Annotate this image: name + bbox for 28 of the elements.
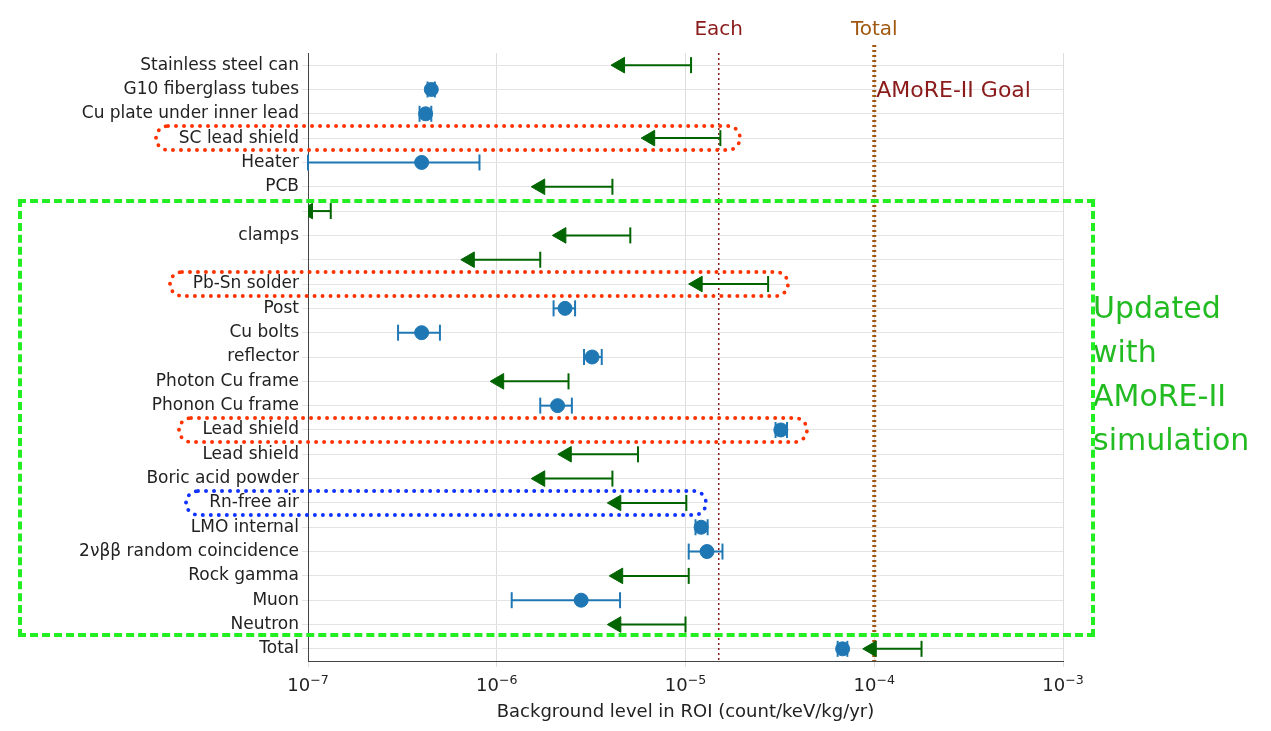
y-tick-label: Rock gamma xyxy=(188,564,299,585)
y-tick-label: Rn-free air xyxy=(209,491,299,512)
y-tick-label: Stainless steel can xyxy=(140,53,299,74)
y-tick-label: Total xyxy=(258,637,299,658)
y-tick-label: Photon Cu frame xyxy=(155,369,299,390)
y-tick-label: Heater xyxy=(241,150,299,171)
x-axis-title: Background level in ROI (count/keV/kg/yr) xyxy=(496,700,875,721)
y-tick-label: G10 fiberglass tubes xyxy=(123,77,300,98)
y-tick-label: Lead shield xyxy=(202,442,299,463)
ref-line-label: Each xyxy=(694,16,744,40)
y-tick-label: reflector xyxy=(227,345,299,366)
y-tick-label: Neutron xyxy=(230,612,299,633)
y-tick-label: Phonon Cu frame xyxy=(151,394,299,415)
text: Updated with AMoRE-II simulation xyxy=(1093,290,1250,458)
y-tick-label: LMO internal xyxy=(190,515,299,536)
annotation: AMoRE-II Goal xyxy=(876,77,1031,103)
y-tick-label: Lead shield xyxy=(202,418,299,439)
y-tick-label: clamps xyxy=(238,223,300,244)
y-tick-label: Muon xyxy=(252,588,299,609)
y-tick-label: Pb-Sn solder xyxy=(192,272,299,293)
y-tick-label: PCB xyxy=(265,175,299,196)
ref-line-label: Total xyxy=(849,16,898,40)
y-tick-label: Boric acid powder xyxy=(146,467,300,488)
y-tick-label: 2νββ random coincidence xyxy=(79,539,299,560)
y-tick-label: Cu plate under inner lead xyxy=(81,102,299,123)
y-tick-label: SC lead shield xyxy=(178,126,299,147)
y-tick-label: Cu bolts xyxy=(229,321,300,342)
y-tick-label: Post xyxy=(263,296,300,317)
